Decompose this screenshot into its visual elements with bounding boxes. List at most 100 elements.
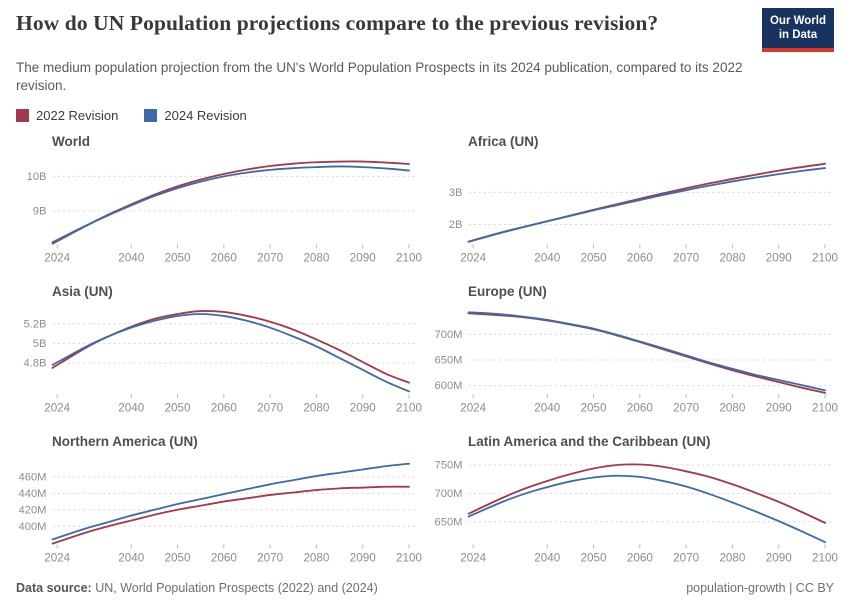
license: CC BY xyxy=(795,580,834,595)
y-tick-label: 460M xyxy=(19,471,47,483)
y-tick-label: 700M xyxy=(435,488,463,500)
chart-world: World 9B 10B 2024 2040 2050 2060 2070 2080 2090 2… xyxy=(16,125,423,275)
series-line-2022-revision[interactable] xyxy=(51,485,410,545)
legend-swatch-2024-icon xyxy=(144,109,158,123)
x-tick-label: 2090 xyxy=(350,552,376,565)
owid-logo-line1: Our World xyxy=(769,15,826,27)
x-tick-label: 2040 xyxy=(534,552,560,565)
series-line-2024-revision[interactable] xyxy=(467,474,826,543)
y-tick-label: 420M xyxy=(19,504,47,516)
chart-asia: Asia (UN) 4.8B 5B 5.2B 2024 2040 2050 2060 2070… xyxy=(16,275,423,425)
y-tick-label: 4.8B xyxy=(24,358,47,370)
chart-canvas-latin-america[interactable]: 650M 700M 750M 2024 2040 2050 2060 2070 2080 2090… xyxy=(432,451,839,575)
x-tick-label: 2080 xyxy=(719,552,745,565)
footer-divider: | xyxy=(789,580,793,595)
x-tick-label: 2024 xyxy=(460,552,486,565)
legend: 2022 Revision 2024 Revision xyxy=(16,108,834,123)
series-line-2022-revision[interactable] xyxy=(51,160,410,245)
legend-item-2024-revision[interactable]: 2024 Revision xyxy=(144,108,247,124)
x-tick-label: 2100 xyxy=(396,252,422,265)
x-tick-label: 2100 xyxy=(812,552,838,565)
data-source-label: Data source: xyxy=(16,580,92,595)
x-tick-label: 2060 xyxy=(627,252,653,265)
x-tick-label: 2050 xyxy=(165,252,191,265)
legend-item-2022-revision[interactable]: 2022 Revision xyxy=(16,108,118,123)
y-tick-label: 9B xyxy=(33,206,47,218)
x-tick-label: 2070 xyxy=(257,402,283,415)
x-tick-label: 2070 xyxy=(673,552,699,565)
series-line-2022-revision[interactable] xyxy=(51,310,410,384)
x-tick-label: 2050 xyxy=(165,402,191,415)
page-title: How do UN Population projections compare… xyxy=(16,11,659,35)
y-tick-label: 3B xyxy=(449,187,463,199)
y-tick-label: 2B xyxy=(449,219,463,231)
x-tick-label: 2040 xyxy=(118,252,144,265)
chart-title-africa: Africa (UN) xyxy=(468,134,539,150)
x-tick-label: 2070 xyxy=(673,252,699,265)
x-tick-label: 2060 xyxy=(627,402,653,415)
series-line-2024-revision[interactable] xyxy=(467,167,826,243)
y-tick-label: 400M xyxy=(19,521,47,533)
y-tick-label: 5.2B xyxy=(24,318,47,330)
header: How do UN Population projections compare… xyxy=(16,8,834,52)
chart-title-world: World xyxy=(52,134,90,150)
x-tick-label: 2024 xyxy=(460,402,486,415)
x-tick-label: 2080 xyxy=(303,402,329,415)
data-source-text: UN, World Population Prospects (2022) an… xyxy=(95,580,378,595)
x-tick-label: 2080 xyxy=(719,252,745,265)
x-tick-label: 2024 xyxy=(460,252,486,265)
chart-canvas-northern-america[interactable]: 400M 420M 440M 460M 2024 2040 2050 2060 2070 2080… xyxy=(16,451,422,575)
x-tick-label: 2040 xyxy=(534,252,560,265)
x-tick-label: 2090 xyxy=(766,252,792,265)
charts-grid: World 9B 10B 2024 2040 2050 2060 2070 2080 2090 2… xyxy=(16,125,839,575)
series-line-2022-revision[interactable] xyxy=(467,463,826,524)
series-line-2024-revision[interactable] xyxy=(51,462,410,541)
x-tick-label: 2090 xyxy=(766,552,792,565)
y-tick-label: 650M xyxy=(435,355,463,367)
chart-canvas-europe[interactable]: 600M 650M 700M 2024 2040 2050 2060 2070 2080 2090… xyxy=(432,301,838,425)
x-tick-label: 2050 xyxy=(165,552,191,565)
chart-europe: Europe (UN) 600M 650M 700M 2024 2040 2050 2060… xyxy=(432,275,839,425)
owid-logo-line2: in Data xyxy=(778,29,818,42)
chart-africa: Africa (UN) 2B 3B 2024 2040 2050 2060 2070 2080… xyxy=(432,125,839,275)
chart-title-asia: Asia (UN) xyxy=(52,284,113,300)
x-tick-label: 2080 xyxy=(719,402,745,415)
x-tick-label: 2050 xyxy=(581,252,607,265)
x-tick-label: 2100 xyxy=(396,552,422,565)
x-tick-label: 2040 xyxy=(534,402,560,415)
series-line-2024-revision[interactable] xyxy=(51,313,410,393)
x-tick-label: 2060 xyxy=(211,552,237,565)
chart-title-northern-america: Northern America (UN) xyxy=(52,433,198,449)
chart-canvas-asia[interactable]: 4.8B 5B 5.2B 2024 2040 2050 2060 2070 2080 2090 21… xyxy=(16,301,422,425)
footer-right: population-growth | CC BY xyxy=(686,581,834,595)
x-tick-label: 2080 xyxy=(303,552,329,565)
y-tick-label: 10B xyxy=(27,171,47,183)
y-tick-label: 750M xyxy=(435,459,463,471)
x-tick-label: 2090 xyxy=(350,402,376,415)
legend-label-2022: 2022 Revision xyxy=(36,108,119,124)
chart-canvas-world[interactable]: 9B 10B 2024 2040 2050 2060 2070 2080 2090 2100 xyxy=(16,151,422,275)
x-tick-label: 2090 xyxy=(766,402,792,415)
footer: Data source: UN, World Population Prospe… xyxy=(16,575,834,603)
chart-title-latin-america: Latin America and the Caribbean (UN) xyxy=(468,433,711,449)
x-tick-label: 2060 xyxy=(627,552,653,565)
chart-northern-america: Northern America (UN) 400M 420M 440M 460M 20… xyxy=(16,425,423,575)
x-tick-label: 2100 xyxy=(396,402,422,415)
x-tick-label: 2100 xyxy=(812,402,838,415)
series-line-2022-revision[interactable] xyxy=(467,312,826,394)
y-tick-label: 440M xyxy=(19,488,47,500)
x-tick-label: 2040 xyxy=(118,402,144,415)
owid-logo[interactable]: Our World in Data xyxy=(761,8,834,52)
legend-swatch-2022-icon xyxy=(16,109,29,123)
chart-canvas-africa[interactable]: 2B 3B 2024 2040 2050 2060 2070 2080 2090 2100 xyxy=(432,151,838,275)
series-line-2024-revision[interactable] xyxy=(467,311,826,392)
series-line-2024-revision[interactable] xyxy=(51,165,410,244)
data-source: Data source: UN, World Population Prospe… xyxy=(16,581,378,595)
x-tick-label: 2024 xyxy=(44,252,70,265)
x-tick-label: 2080 xyxy=(303,252,329,265)
x-tick-label: 2060 xyxy=(211,402,237,415)
y-tick-label: 5B xyxy=(33,338,47,350)
y-tick-label: 650M xyxy=(435,516,463,528)
chart-title-europe: Europe (UN) xyxy=(468,284,547,300)
legend-label-2024: 2024 Revision xyxy=(164,108,247,124)
